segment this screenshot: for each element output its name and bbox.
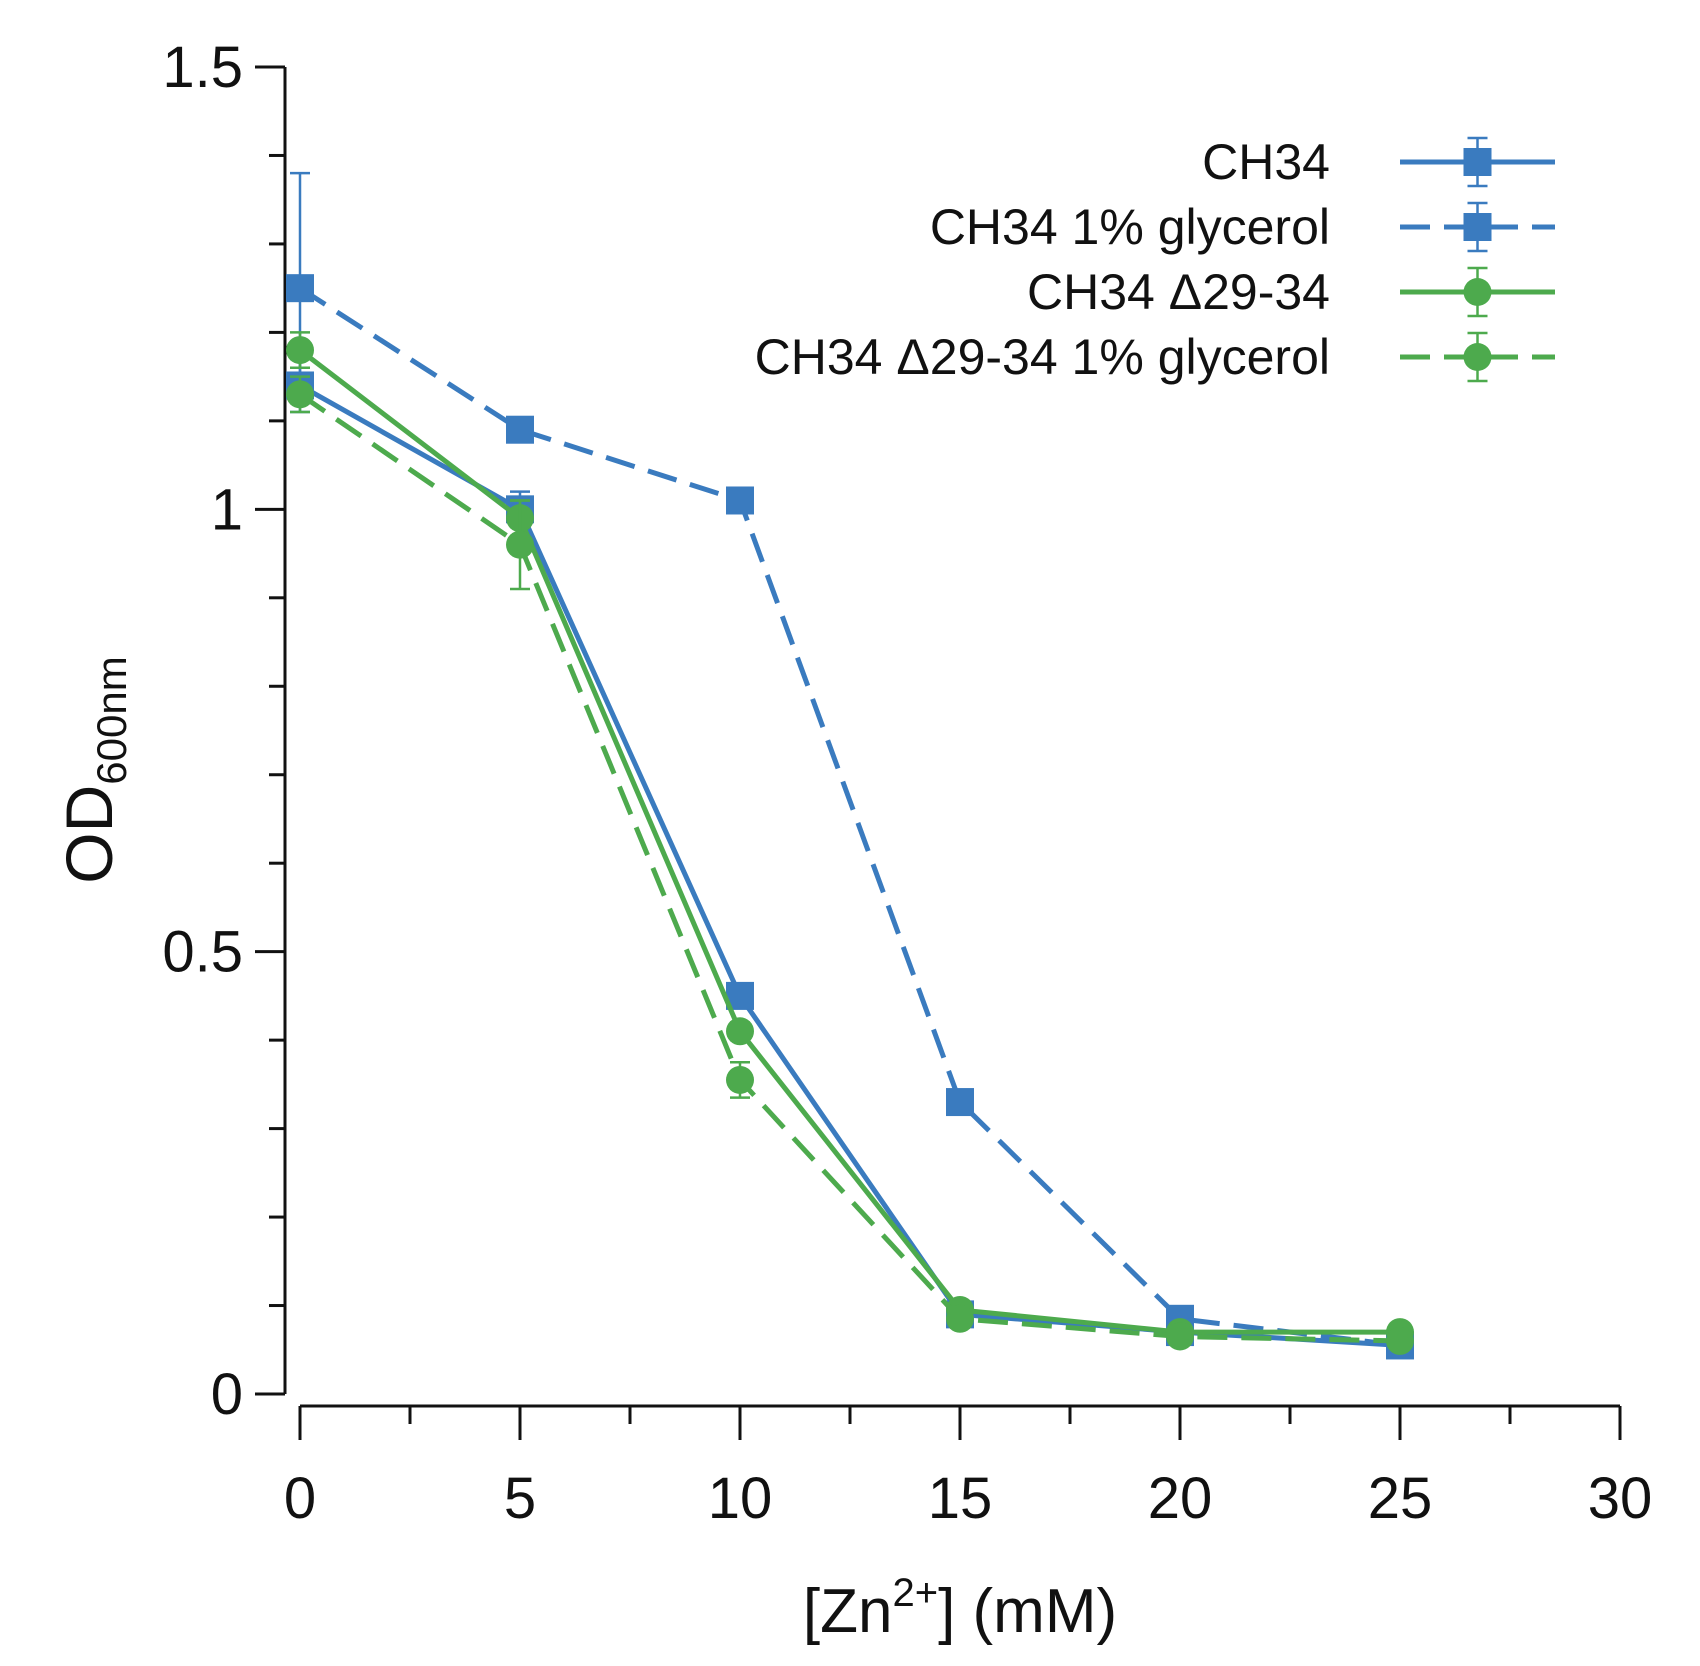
data-point	[286, 336, 314, 365]
y-tick-label: 1	[211, 477, 243, 542]
x-tick-label: 0	[284, 1466, 316, 1531]
series-layer	[286, 171, 1414, 1360]
legend-entry: CH34 Δ29-34 1% glycerol	[755, 329, 1555, 385]
x-axis-title-superscript: 2+	[892, 1571, 938, 1615]
data-point	[506, 415, 534, 444]
x-tick-label: 30	[1588, 1466, 1653, 1531]
axes: 0 0.5 1 1.5 0 5 10 15 20 25 30	[162, 35, 1652, 1531]
data-point	[946, 1304, 974, 1333]
legend-label: CH34	[1202, 134, 1330, 190]
y-tick-label: 0.5	[162, 920, 243, 985]
data-point	[726, 1017, 754, 1046]
series-line	[298, 348, 1400, 1335]
legend-label: CH34 1% glycerol	[930, 199, 1330, 255]
series-1	[286, 357, 1414, 1360]
legend-marker	[1463, 278, 1492, 306]
x-tick-label: 25	[1368, 1466, 1433, 1531]
data-point	[286, 274, 314, 303]
legend-label: CH34 Δ29-34 1% glycerol	[755, 329, 1330, 385]
data-point	[946, 1088, 974, 1117]
x-axis-title: [Zn2+] (mM)	[803, 1571, 1117, 1646]
legend-marker	[1463, 343, 1492, 371]
data-point	[286, 380, 314, 409]
legend-entry: CH34	[1202, 134, 1555, 190]
data-point	[726, 1065, 754, 1094]
legend: CH34 CH34 1% glycerol CH34 Δ29-34 CH34 Δ29-…	[755, 134, 1555, 385]
legend-marker	[1463, 148, 1492, 176]
data-point	[1166, 1322, 1194, 1351]
legend-entry: CH34 Δ29-34	[1027, 264, 1555, 320]
y-axis-title: OD600nm	[52, 656, 135, 883]
series-line	[298, 383, 1401, 1348]
y-axis-title-subscript: 600nm	[88, 656, 135, 784]
series-4	[286, 375, 1414, 1355]
legend-entry: CH34 1% glycerol	[930, 199, 1555, 255]
legend-label: CH34 Δ29-34	[1027, 264, 1330, 320]
x-tick-label: 5	[504, 1466, 536, 1531]
x-tick-label: 20	[1148, 1466, 1213, 1531]
y-axis-title-main: OD	[52, 785, 126, 884]
x-axis-title-suffix: ] (mM)	[938, 1577, 1117, 1646]
series-line	[298, 392, 1401, 1344]
data-point	[506, 530, 534, 559]
x-tick-label: 15	[928, 1466, 993, 1531]
data-point	[1386, 1326, 1414, 1355]
legend-marker	[1463, 213, 1492, 241]
series-line	[298, 286, 1401, 1348]
y-tick-label: 0	[211, 1362, 243, 1427]
x-axis-title-prefix: [Zn	[803, 1577, 893, 1646]
y-tick-label: 1.5	[162, 35, 243, 100]
x-tick-label: 10	[708, 1466, 773, 1531]
data-point	[726, 486, 754, 515]
series-3	[286, 331, 1414, 1347]
